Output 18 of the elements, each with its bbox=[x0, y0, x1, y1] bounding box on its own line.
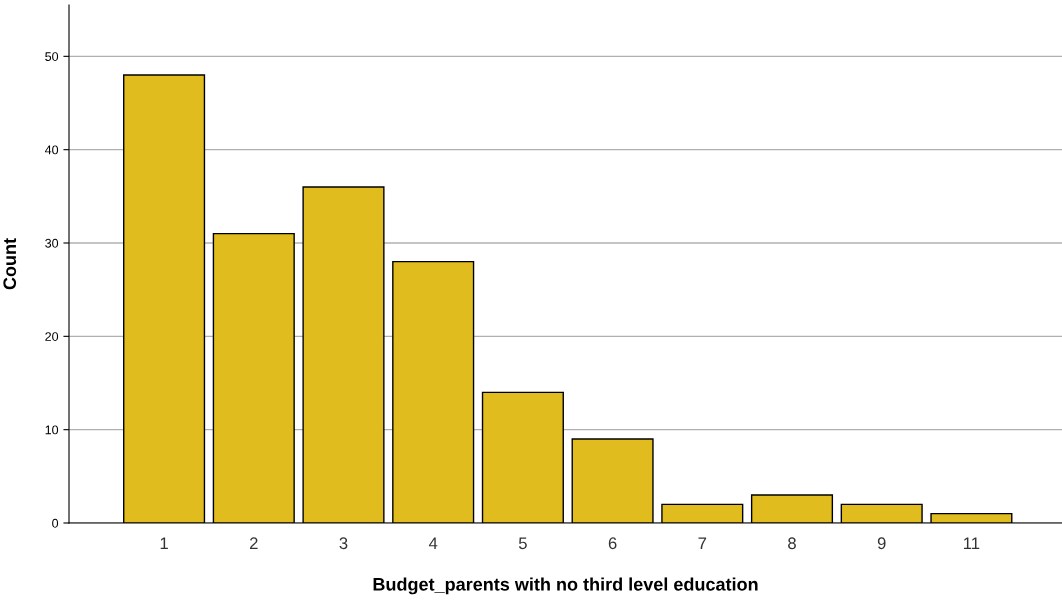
x-tick-label: 8 bbox=[788, 537, 796, 550]
y-tick-label: 40 bbox=[44, 145, 59, 155]
y-tick-label: 20 bbox=[45, 332, 59, 341]
x-tick-label: 9 bbox=[877, 537, 886, 550]
x-tick-label: 6 bbox=[608, 537, 617, 550]
x-axis-title: Budget_parents with no third level education bbox=[373, 577, 758, 595]
x-tick-label: 11 bbox=[964, 537, 980, 549]
x-tick-label: 3 bbox=[339, 537, 348, 550]
x-tick-label: 2 bbox=[249, 537, 258, 549]
x-tick-label: 1 bbox=[160, 537, 168, 549]
y-axis-title: Count bbox=[3, 238, 17, 290]
x-tick-label: 7 bbox=[698, 537, 707, 549]
x-tick-label: 4 bbox=[428, 537, 438, 549]
y-tick-label: 10 bbox=[45, 425, 59, 435]
y-tick-label: 30 bbox=[45, 238, 59, 248]
x-tick-label: 5 bbox=[518, 537, 527, 550]
y-tick-label: 0 bbox=[52, 518, 59, 528]
y-tick-label: 50 bbox=[45, 52, 59, 61]
